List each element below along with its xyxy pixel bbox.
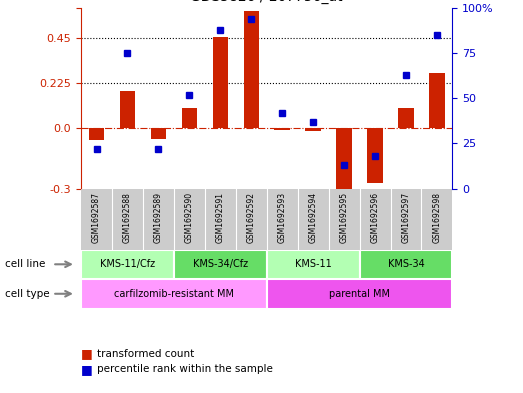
Text: GSM1692594: GSM1692594	[309, 192, 317, 243]
Text: parental MM: parental MM	[329, 289, 390, 299]
Text: ■: ■	[81, 363, 93, 376]
Bar	[275, 129, 290, 130]
Bar	[212, 37, 228, 129]
Bar	[429, 73, 445, 129]
Bar	[120, 91, 135, 129]
Bar	[267, 279, 452, 309]
Bar	[81, 250, 174, 279]
Bar	[360, 250, 452, 279]
Text: transformed count: transformed count	[97, 349, 194, 359]
Text: GSM1692591: GSM1692591	[216, 192, 225, 243]
Bar	[398, 108, 414, 129]
Text: carfilzomib-resistant MM: carfilzomib-resistant MM	[114, 289, 234, 299]
Text: ■: ■	[81, 347, 93, 360]
Bar	[151, 129, 166, 140]
Text: GSM1692588: GSM1692588	[123, 192, 132, 242]
Bar	[367, 129, 383, 183]
Text: percentile rank within the sample: percentile rank within the sample	[97, 364, 272, 375]
Text: GSM1692589: GSM1692589	[154, 192, 163, 243]
Text: KMS-34/Cfz: KMS-34/Cfz	[193, 259, 248, 269]
Title: GDS5826 / 207756_at: GDS5826 / 207756_at	[190, 0, 343, 4]
Text: GSM1692593: GSM1692593	[278, 192, 287, 243]
Text: cell type: cell type	[5, 289, 50, 299]
Text: GSM1692598: GSM1692598	[433, 192, 441, 243]
Text: cell line: cell line	[5, 259, 46, 269]
Text: GSM1692596: GSM1692596	[370, 192, 380, 243]
Bar	[81, 279, 267, 309]
Text: KMS-34: KMS-34	[388, 259, 424, 269]
Bar	[267, 250, 360, 279]
Text: GSM1692587: GSM1692587	[92, 192, 101, 243]
Text: GSM1692595: GSM1692595	[339, 192, 349, 243]
Text: KMS-11: KMS-11	[295, 259, 332, 269]
Bar	[174, 250, 267, 279]
Bar	[244, 11, 259, 129]
Text: GSM1692590: GSM1692590	[185, 192, 194, 243]
Bar	[89, 129, 104, 140]
Bar	[181, 108, 197, 129]
Bar	[305, 129, 321, 131]
Text: GSM1692592: GSM1692592	[247, 192, 256, 243]
Text: GSM1692597: GSM1692597	[402, 192, 411, 243]
Text: KMS-11/Cfz: KMS-11/Cfz	[100, 259, 155, 269]
Bar	[336, 129, 352, 199]
